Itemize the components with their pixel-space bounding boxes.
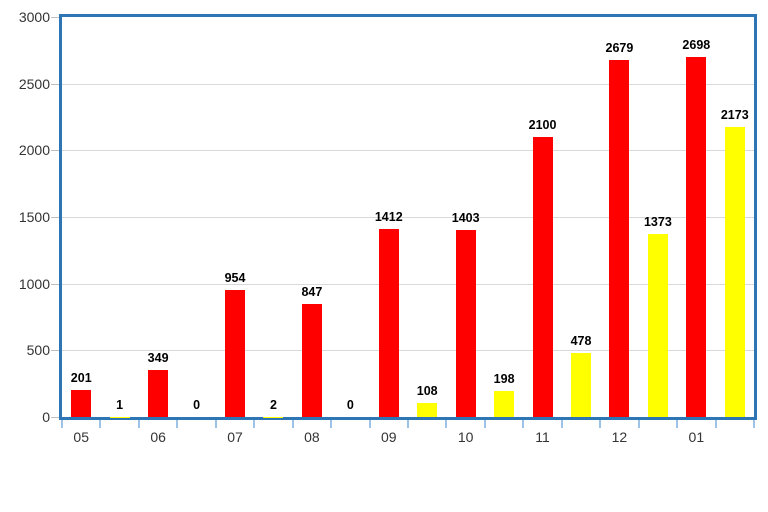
bar-value-label: 1373 (643, 214, 672, 229)
bar-value-label: 954 (224, 270, 246, 285)
x-axis-tick (560, 420, 563, 428)
x-axis-category-label-07: 07 (227, 429, 243, 445)
x-axis-tick (599, 420, 602, 428)
x-axis-category-label-06: 06 (150, 429, 166, 445)
bar-value-label: 2 (269, 397, 277, 412)
y-axis-tick-label: 1500 (18, 209, 50, 225)
bar-red-09 (378, 228, 399, 417)
y-axis-tick-label: 2000 (18, 142, 50, 159)
x-axis-tick (176, 420, 179, 428)
x-axis-category-label-08: 08 (304, 429, 320, 445)
x-axis-tick (137, 420, 140, 428)
bar-value-label: 1 (116, 397, 124, 412)
bar-value-label: 0 (193, 398, 201, 412)
x-axis-tick (483, 420, 486, 428)
bar-value-label: 2173 (720, 108, 749, 123)
x-axis-tick (445, 420, 448, 428)
bar-value-label: 201 (70, 371, 92, 386)
bar-red-05 (71, 390, 92, 417)
y-axis-tick-label: 2500 (18, 75, 50, 92)
x-axis-tick (753, 420, 755, 428)
bar-value-label: 1412 (374, 209, 403, 224)
x-axis-tick (714, 420, 717, 428)
y-axis-tick (51, 17, 59, 18)
x-axis-tick (637, 420, 640, 428)
bar-yellow-01 (724, 127, 745, 417)
bar-red-07 (225, 289, 245, 417)
bar-value-label: 2698 (682, 38, 711, 53)
bar-value-label: 2100 (528, 118, 557, 132)
bar-value-label: 847 (301, 285, 323, 300)
y-axis-tick-label: 0 (42, 409, 50, 425)
bar-value-label: 108 (416, 383, 438, 398)
x-axis-category-label-09: 09 (380, 429, 397, 445)
bar-red-08 (301, 304, 322, 417)
plot-inner: 201 1 349 0 954 2 847 0 1412 108 1403 198 2100 478 267… (62, 17, 754, 417)
bar-value-label: 478 (570, 334, 592, 349)
x-axis-tick (407, 420, 409, 428)
bar-red-11 (532, 137, 553, 417)
x-axis-tick (330, 420, 333, 428)
bar-red-12 (609, 59, 630, 417)
x-axis-category-label-05: 05 (73, 429, 89, 445)
plot-area: 201 1 349 0 954 2 847 0 1412 108 1403 198 2100 478 267… (59, 14, 757, 420)
x-axis-category-label-11: 11 (535, 429, 550, 445)
gridline-2000 (62, 150, 754, 152)
bar-yellow-09 (417, 402, 438, 417)
x-axis-tick (99, 420, 102, 428)
bar-red-01 (686, 57, 707, 417)
x-axis-tick (676, 420, 679, 428)
bar-yellow-12 (647, 233, 668, 417)
bar-value-label: 198 (493, 371, 515, 386)
x-axis-tick (522, 420, 525, 428)
bar-red-10 (455, 229, 476, 417)
bar-red-06 (148, 370, 169, 417)
y-axis-tick (51, 83, 59, 85)
y-axis-tick (51, 283, 59, 285)
x-axis-category-label-01: 01 (688, 429, 705, 445)
gridline-2500 (62, 83, 754, 85)
bar-yellow-11 (571, 353, 591, 417)
y-axis-tick (51, 150, 59, 152)
y-axis-tick-label: 3000 (18, 9, 50, 25)
bar-value-label: 2679 (605, 40, 634, 55)
x-axis-tick (61, 420, 63, 428)
x-axis-tick (368, 420, 371, 428)
x-axis-tick (253, 420, 256, 428)
gridline-1000 (62, 283, 754, 285)
y-axis-tick (51, 350, 59, 352)
x-axis-tick (291, 420, 294, 428)
bar-value-label: 1403 (451, 210, 480, 225)
gridline-1500 (62, 217, 754, 218)
y-axis-tick (51, 217, 59, 218)
x-axis-category-label-10: 10 (457, 429, 474, 445)
y-axis-tick-label: 500 (26, 342, 50, 359)
bar-value-label: 0 (346, 398, 354, 412)
y-axis-tick (51, 417, 59, 418)
gridline-500 (62, 350, 754, 352)
y-axis-tick-label: 1000 (18, 275, 50, 292)
x-axis-category-label-12: 12 (611, 429, 628, 445)
bar-value-label: 349 (147, 351, 169, 366)
bar-yellow-10 (494, 390, 515, 417)
x-axis-tick (214, 420, 217, 428)
